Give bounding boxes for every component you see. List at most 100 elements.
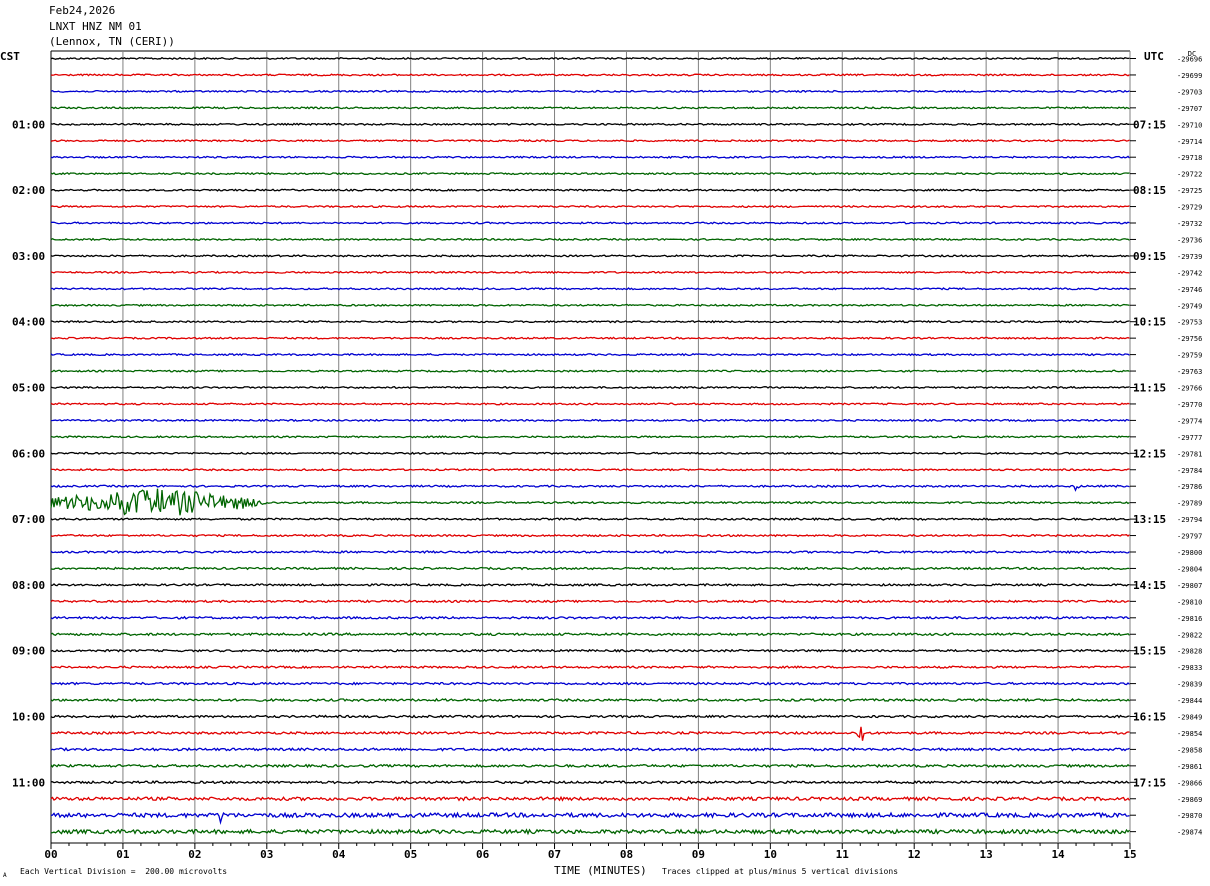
seismic-trace (50, 369, 1130, 373)
right-hour-label: 17:15 (1133, 776, 1166, 789)
seismic-trace (50, 319, 1130, 324)
seismic-trace (50, 582, 1130, 587)
seismic-trace (50, 287, 1130, 291)
seismic-trace (50, 385, 1130, 390)
x-axis-title: TIME (MINUTES) (554, 864, 647, 877)
station-label: LNXT HNZ NM 01 (49, 20, 142, 33)
seismic-trace (50, 435, 1130, 439)
seismic-trace (50, 780, 1130, 785)
seismic-trace (50, 681, 1130, 686)
dc-offset-label: -29736 (1177, 236, 1202, 244)
dc-header-label: DC (1188, 50, 1196, 58)
dc-offset-label: -29739 (1177, 253, 1202, 261)
dc-offset-label: -29753 (1177, 319, 1202, 327)
dc-offset-label: -29770 (1177, 401, 1202, 409)
x-tick-label: 05 (404, 848, 417, 861)
left-hour-label: 02:00 (12, 184, 45, 197)
dc-offset-label: -29759 (1177, 352, 1202, 360)
dc-offset-label: -29822 (1177, 631, 1202, 639)
date-label: Feb24,2026 (49, 4, 116, 17)
left-hour-label: 06:00 (12, 447, 45, 460)
seismic-trace (50, 726, 1130, 741)
seismic-trace (50, 763, 1130, 769)
seismic-trace (50, 517, 1130, 522)
trace-layer (50, 56, 1131, 836)
left-hour-label: 11:00 (12, 776, 45, 789)
dc-offset-label: -29854 (1177, 730, 1202, 738)
seismic-trace (50, 237, 1130, 242)
seismic-trace (50, 828, 1130, 836)
seismic-trace (50, 73, 1130, 77)
seismic-trace (50, 632, 1130, 637)
seismic-trace (50, 352, 1130, 357)
dc-offset-label: -29800 (1177, 549, 1202, 557)
seismic-trace (50, 451, 1130, 455)
seismic-trace (50, 665, 1130, 669)
dc-offset-label: -29786 (1177, 483, 1202, 491)
seismic-trace (50, 418, 1130, 423)
left-hour-label: 10:00 (12, 711, 45, 724)
dc-offset-label: -29722 (1177, 171, 1202, 179)
dc-offset-label: -29816 (1177, 615, 1202, 623)
dc-offset-label: -29774 (1177, 417, 1202, 425)
x-tick-label: 00 (44, 848, 57, 861)
dc-offset-label: -29756 (1177, 335, 1202, 343)
dc-offset-label: -29777 (1177, 434, 1202, 442)
left-hour-label: 05:00 (12, 382, 45, 395)
right-hour-label: 13:15 (1133, 513, 1166, 526)
seismic-trace (50, 122, 1130, 126)
x-tick-label: 14 (1051, 848, 1065, 861)
seismic-trace (50, 56, 1130, 61)
right-timezone-label: UTC (1144, 50, 1164, 63)
dc-offset-label: -29869 (1177, 796, 1202, 804)
dc-offset-label: -29839 (1177, 681, 1202, 689)
seismic-trace (50, 615, 1130, 620)
dc-offset-label: -29804 (1177, 565, 1202, 573)
seismic-trace (50, 795, 1131, 802)
seismic-trace (50, 697, 1130, 703)
seismic-trace (50, 254, 1130, 258)
right-hour-label: 12:15 (1133, 447, 1166, 460)
left-timezone-label: CST (0, 50, 20, 63)
seismic-trace (50, 468, 1130, 472)
left-hour-label: 07:00 (12, 513, 45, 526)
dc-offset-label: -29725 (1177, 187, 1202, 195)
seismic-trace (50, 89, 1130, 94)
left-hour-label: 08:00 (12, 579, 45, 592)
seismic-trace (50, 747, 1130, 752)
x-tick-label: 03 (260, 848, 273, 861)
dc-offset-label: -29718 (1177, 154, 1202, 162)
x-tick-label: 10 (764, 848, 777, 861)
seismic-trace (50, 155, 1130, 159)
seismic-trace (50, 221, 1130, 225)
dc-offset-label: -29699 (1177, 72, 1202, 80)
label-layer: 00 01 02 03 04 05 06 07 08 09 10 11 12 13 14 15 CST UTC DC… (0, 50, 1202, 861)
seismic-trace (50, 566, 1130, 571)
corner-mark: A (3, 872, 7, 879)
right-hour-label: 09:15 (1133, 250, 1166, 263)
dc-offset-label: -29794 (1177, 516, 1202, 524)
dc-offset-label: -29742 (1177, 269, 1202, 277)
dc-offset-label: -29789 (1177, 500, 1202, 508)
right-hour-label: 16:15 (1133, 711, 1166, 724)
right-hour-label: 14:15 (1133, 579, 1166, 592)
seismic-trace (50, 303, 1130, 307)
dc-offset-label: -29749 (1177, 302, 1202, 310)
dc-offset-label: -29874 (1177, 829, 1202, 837)
seismic-trace (50, 188, 1130, 192)
seismic-trace (50, 106, 1130, 110)
dc-offset-label: -29810 (1177, 598, 1202, 606)
seismic-trace (50, 204, 1130, 209)
dc-offset-label: -29844 (1177, 697, 1202, 705)
dc-offset-label: -29714 (1177, 138, 1202, 146)
dc-offset-label: -29732 (1177, 220, 1202, 228)
dc-offset-label: -29707 (1177, 105, 1202, 113)
seismic-trace (50, 139, 1130, 143)
seismic-trace (50, 599, 1130, 604)
x-tick-label: 15 (1123, 848, 1136, 861)
right-hour-label: 10:15 (1133, 316, 1166, 329)
dc-offset-label: -29781 (1177, 450, 1202, 458)
seismic-trace (50, 171, 1130, 176)
dc-offset-label: -29866 (1177, 779, 1202, 787)
